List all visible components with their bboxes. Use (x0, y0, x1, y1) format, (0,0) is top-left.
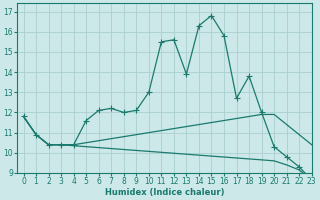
X-axis label: Humidex (Indice chaleur): Humidex (Indice chaleur) (105, 188, 224, 197)
